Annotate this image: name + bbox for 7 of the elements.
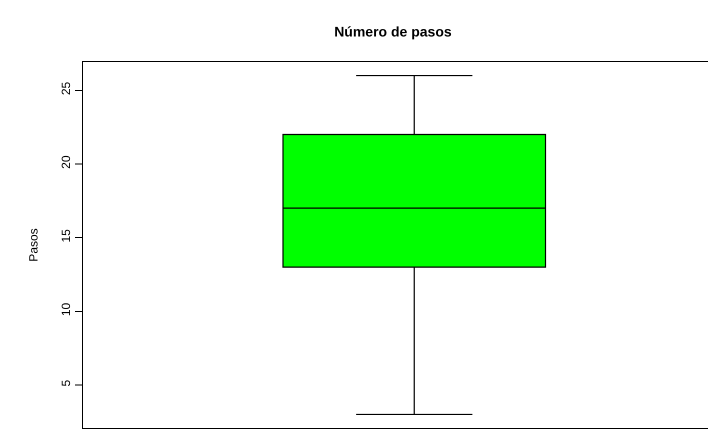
y-tick-label: 5 [59, 380, 74, 387]
y-axis-title: Pasos [26, 228, 40, 262]
y-tick-label: 15 [59, 228, 74, 243]
y-tick-label: 25 [59, 81, 74, 96]
y-tick-label: 10 [59, 302, 74, 316]
y-tick-label: 20 [59, 155, 74, 169]
chart-title: Número de pasos [334, 24, 452, 40]
